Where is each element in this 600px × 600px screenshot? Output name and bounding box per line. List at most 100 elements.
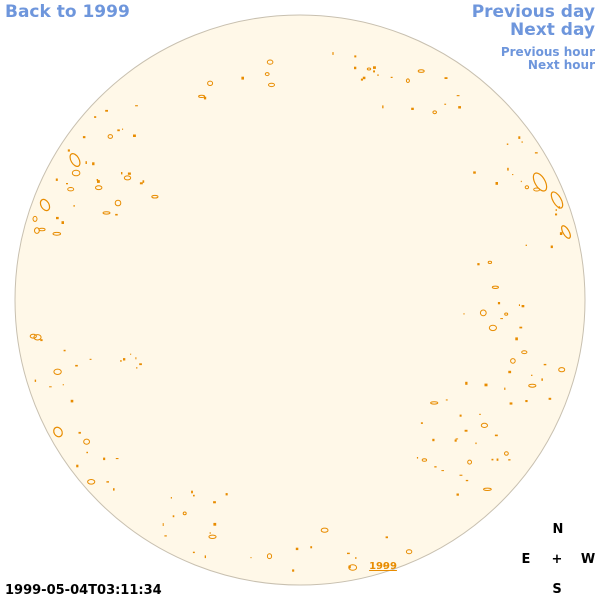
contour-mark — [250, 557, 252, 559]
contour-mark — [213, 522, 217, 526]
contour-mark — [82, 136, 86, 139]
contour-mark — [310, 546, 313, 549]
contour-mark — [264, 72, 270, 77]
contour-mark — [555, 209, 557, 211]
previous-day-link[interactable]: Previous day — [471, 2, 595, 22]
contour-mark — [390, 76, 393, 78]
contour-mark — [541, 378, 543, 381]
contour-mark — [120, 360, 122, 362]
contour-mark — [480, 422, 488, 428]
contour-mark — [458, 106, 461, 109]
contour-mark — [33, 334, 42, 341]
previous-hour-link[interactable]: Previous hour — [500, 45, 595, 59]
contour-mark — [521, 305, 525, 308]
contour-mark — [40, 339, 43, 342]
contour-mark — [525, 400, 528, 403]
contour-mark — [332, 52, 334, 55]
contour-mark — [114, 199, 122, 207]
contour-mark — [518, 304, 520, 306]
contour-mark — [512, 174, 514, 176]
contour-loop — [532, 172, 548, 192]
contour-mark — [494, 434, 498, 437]
contour-mark — [139, 363, 142, 366]
contour-mark — [135, 357, 137, 360]
contour-mark — [456, 493, 459, 496]
contour-mark — [504, 312, 509, 316]
contour-mark — [444, 103, 447, 105]
contour-mark — [455, 438, 459, 440]
contour-mark — [320, 527, 329, 533]
contour-mark — [456, 95, 460, 97]
contour-mark — [193, 494, 195, 497]
contour-mark — [506, 143, 509, 145]
magnetic-contours — [29, 52, 571, 572]
contour-mark — [207, 80, 214, 87]
compass-center: + — [551, 552, 563, 567]
contour-mark — [525, 244, 527, 246]
contour-mark — [355, 557, 357, 559]
contour-mark — [127, 172, 131, 175]
contour-mark — [225, 493, 228, 496]
contour-mark — [360, 78, 363, 81]
contour-mark — [66, 183, 68, 185]
contour-mark — [53, 368, 62, 375]
contour-mark — [170, 497, 172, 499]
contour-mark — [295, 547, 299, 551]
contour-mark — [92, 162, 95, 166]
contour-mark — [204, 555, 206, 559]
contour-mark — [487, 260, 493, 264]
contour-mark — [135, 105, 138, 107]
contour-mark — [76, 464, 79, 468]
contour-mark — [87, 479, 96, 485]
contour-mark — [444, 77, 448, 79]
contour-mark — [475, 442, 477, 445]
contour-mark — [209, 532, 211, 534]
contour-mark — [115, 213, 118, 216]
contour-mark — [139, 182, 143, 185]
contour-mark — [123, 358, 126, 361]
contour-loop — [550, 191, 564, 209]
contour-mark — [548, 397, 552, 400]
contour-mark — [504, 387, 506, 390]
contour-mark — [483, 487, 492, 491]
contour-mark — [203, 96, 207, 100]
contour-mark — [524, 185, 530, 190]
contour-mark — [142, 180, 145, 183]
contour-mark — [94, 116, 97, 118]
next-day-link[interactable]: Next day — [510, 20, 595, 40]
contour-mark — [86, 451, 88, 454]
contour-mark — [366, 67, 372, 71]
contour-mark — [467, 459, 473, 465]
contour-mark — [62, 384, 64, 386]
contour-mark — [354, 55, 357, 58]
contour-mark — [241, 76, 244, 80]
contour-mark — [208, 534, 217, 539]
contour-mark — [102, 211, 111, 215]
contour-mark — [75, 364, 78, 367]
contour-mark — [96, 179, 99, 181]
contour-mark — [97, 180, 100, 183]
contour-mark — [519, 326, 523, 329]
contour-mark — [83, 438, 90, 445]
year-watermark-link[interactable]: 1999 — [369, 561, 397, 572]
contour-mark — [133, 134, 136, 137]
contour-mark — [518, 136, 521, 139]
contour-mark — [411, 107, 414, 110]
contour-mark — [105, 109, 108, 112]
contour-mark — [555, 213, 558, 216]
contour-mark — [67, 187, 75, 192]
contour-mark — [507, 167, 509, 171]
contour-mark — [191, 490, 193, 494]
contour-mark — [521, 141, 523, 143]
contour-mark — [405, 549, 413, 555]
contour-mark — [479, 309, 487, 317]
contour-mark — [162, 523, 164, 526]
contour-mark — [421, 458, 428, 462]
back-to-year-link[interactable]: Back to 1999 — [5, 2, 130, 22]
next-hour-link[interactable]: Next hour — [527, 58, 595, 72]
contour-mark — [130, 353, 132, 355]
contour-mark — [382, 105, 384, 109]
contour-mark — [509, 402, 513, 405]
contour-mark — [172, 515, 175, 518]
